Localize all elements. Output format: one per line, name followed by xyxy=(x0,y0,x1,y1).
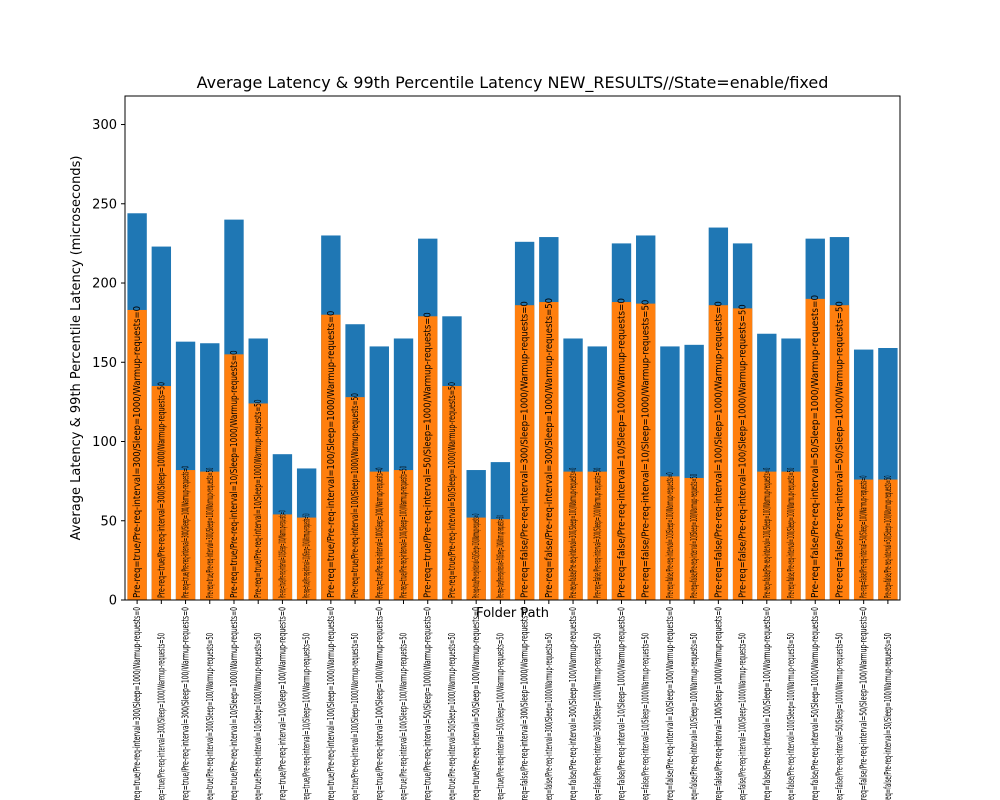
bar-label-9: Pre-req=true/Pre-req-interval=100/Sleep=… xyxy=(350,393,361,598)
y-tick-label-50: 50 xyxy=(100,514,117,529)
x-tick-label-30: Pre-req=false/Pre-req-interval=50/Sleep=… xyxy=(859,607,870,800)
bar-label-27: Pre-req=false/Pre-req-interval=100/Sleep… xyxy=(786,468,797,598)
bar-label-16: Pre-req=false/Pre-req-interval=300/Sleep… xyxy=(520,301,531,598)
x-tick-label-21: Pre-req=false/Pre-req-interval=10/Sleep=… xyxy=(641,633,652,800)
bar-label-20: Pre-req=false/Pre-req-interval=10/Sleep=… xyxy=(616,298,627,598)
bar-label-3: Pre-req=true/Pre-req-interval=300/Sleep=… xyxy=(205,468,216,598)
x-tick-label-19: Pre-req=false/Pre-req-interval=300/Sleep… xyxy=(592,633,603,800)
x-tick-label-18: Pre-req=false/Pre-req-interval=300/Sleep… xyxy=(568,607,579,800)
x-tick-label-31: Pre-req=false/Pre-req-interval=50/Sleep=… xyxy=(883,633,894,800)
y-tick-label-250: 250 xyxy=(92,197,117,212)
x-tick-label-20: Pre-req=false/Pre-req-interval=10/Sleep=… xyxy=(616,607,627,800)
x-tick-label-0: Pre-req=true/Pre-req-interval=300/Sleep=… xyxy=(132,607,143,800)
x-tick-label-5: Pre-req=true/Pre-req-interval=10/Sleep=1… xyxy=(253,633,264,800)
x-tick-label-26: Pre-req=false/Pre-req-interval=100/Sleep… xyxy=(762,607,773,800)
x-tick-label-7: Pre-req=true/Pre-req-interval=10/Sleep=1… xyxy=(302,633,313,800)
bar-label-5: Pre-req=true/Pre-req-interval=10/Sleep=1… xyxy=(253,400,264,599)
x-tick-label-24: Pre-req=false/Pre-req-interval=100/Sleep… xyxy=(713,607,724,800)
x-tick-label-29: Pre-req=false/Pre-req-interval=50/Sleep=… xyxy=(834,633,845,800)
x-tick-label-22: Pre-req=false/Pre-req-interval=10/Sleep=… xyxy=(665,607,676,800)
bar-label-21: Pre-req=false/Pre-req-interval=10/Sleep=… xyxy=(641,300,652,598)
bar-label-0: Pre-req=true/Pre-req-interval=300/Sleep=… xyxy=(132,306,143,598)
y-tick-label-150: 150 xyxy=(92,356,117,371)
bar-label-11: Pre-req=true/Pre-req-interval=100/Sleep=… xyxy=(399,466,410,598)
bar-label-4: Pre-req=true/Pre-req-interval=10/Sleep=1… xyxy=(229,350,240,598)
bar-label-12: Pre-req=true/Pre-req-interval=50/Sleep=1… xyxy=(423,312,434,598)
x-tick-label-9: Pre-req=true/Pre-req-interval=100/Sleep=… xyxy=(350,633,361,800)
bar-label-15: Pre-req=true/Pre-req-interval=50/Sleep=1… xyxy=(495,515,506,598)
x-tick-label-15: Pre-req=true/Pre-req-interval=50/Sleep=1… xyxy=(495,633,506,800)
y-axis-label: Average Latency & 99th Percentile Latenc… xyxy=(69,156,84,541)
bar-label-29: Pre-req=false/Pre-req-interval=50/Sleep=… xyxy=(834,301,845,598)
bar-label-8: Pre-req=true/Pre-req-interval=100/Sleep=… xyxy=(326,311,337,598)
bar-label-17: Pre-req=false/Pre-req-interval=300/Sleep… xyxy=(544,298,555,598)
bar-label-19: Pre-req=false/Pre-req-interval=300/Sleep… xyxy=(592,468,603,598)
x-tick-label-17: Pre-req=false/Pre-req-interval=300/Sleep… xyxy=(544,633,555,800)
y-tick-label-0: 0 xyxy=(109,594,117,609)
x-tick-label-6: Pre-req=true/Pre-req-interval=10/Sleep=1… xyxy=(277,607,288,800)
bar-label-1: Pre-req=true/Pre-req-interval=300/Sleep=… xyxy=(156,382,167,598)
bar-label-30: Pre-req=false/Pre-req-interval=50/Sleep=… xyxy=(859,476,870,599)
x-tick-label-4: Pre-req=true/Pre-req-interval=10/Sleep=1… xyxy=(229,607,240,800)
bar-label-28: Pre-req=false/Pre-req-interval=50/Sleep=… xyxy=(810,295,821,598)
x-tick-label-10: Pre-req=true/Pre-req-interval=100/Sleep=… xyxy=(374,607,385,800)
bar-label-10: Pre-req=true/Pre-req-interval=100/Sleep=… xyxy=(374,468,385,598)
bar-label-31: Pre-req=false/Pre-req-interval=50/Sleep=… xyxy=(883,476,894,599)
x-tick-label-25: Pre-req=false/Pre-req-interval=100/Sleep… xyxy=(738,633,749,800)
y-tick-label-200: 200 xyxy=(92,277,117,292)
x-tick-label-3: Pre-req=true/Pre-req-interval=300/Sleep=… xyxy=(205,633,216,800)
x-tick-label-16: Pre-req=false/Pre-req-interval=300/Sleep… xyxy=(520,607,531,800)
bar-label-6: Pre-req=true/Pre-req-interval=10/Sleep=1… xyxy=(277,510,288,598)
x-tick-label-23: Pre-req=false/Pre-req-interval=10/Sleep=… xyxy=(689,633,700,800)
x-tick-label-28: Pre-req=false/Pre-req-interval=50/Sleep=… xyxy=(810,607,821,800)
y-tick-label-300: 300 xyxy=(92,118,117,133)
bar-label-13: Pre-req=true/Pre-req-interval=50/Sleep=1… xyxy=(447,382,458,598)
bar-label-14: Pre-req=true/Pre-req-interval=50/Sleep=1… xyxy=(471,514,482,598)
bar-label-18: Pre-req=false/Pre-req-interval=300/Sleep… xyxy=(568,468,579,598)
x-tick-label-8: Pre-req=true/Pre-req-interval=100/Sleep=… xyxy=(326,607,337,800)
bar-label-7: Pre-req=true/Pre-req-interval=10/Sleep=1… xyxy=(302,514,313,598)
x-axis-label: Folder Path xyxy=(476,606,549,621)
bar-label-25: Pre-req=false/Pre-req-interval=100/Sleep… xyxy=(738,304,749,598)
bar-label-26: Pre-req=false/Pre-req-interval=100/Sleep… xyxy=(762,468,773,598)
x-tick-label-13: Pre-req=true/Pre-req-interval=50/Sleep=1… xyxy=(447,633,458,800)
bar-label-22: Pre-req=false/Pre-req-interval=10/Sleep=… xyxy=(665,472,676,598)
bar-label-2: Pre-req=true/Pre-req-interval=300/Sleep=… xyxy=(181,466,192,598)
chart-title: Average Latency & 99th Percentile Latenc… xyxy=(197,73,829,93)
x-tick-label-27: Pre-req=false/Pre-req-interval=100/Sleep… xyxy=(786,633,797,800)
x-tick-label-11: Pre-req=true/Pre-req-interval=100/Sleep=… xyxy=(399,633,410,800)
y-tick-label-100: 100 xyxy=(92,435,117,450)
x-tick-label-2: Pre-req=true/Pre-req-interval=300/Sleep=… xyxy=(181,607,192,800)
bar-label-24: Pre-req=false/Pre-req-interval=100/Sleep… xyxy=(713,301,724,598)
x-tick-label-14: Pre-req=true/Pre-req-interval=50/Sleep=1… xyxy=(471,607,482,800)
x-tick-label-1: Pre-req=true/Pre-req-interval=300/Sleep=… xyxy=(156,633,167,800)
x-tick-label-12: Pre-req=true/Pre-req-interval=50/Sleep=1… xyxy=(423,607,434,800)
bar-label-23: Pre-req=false/Pre-req-interval=10/Sleep=… xyxy=(689,474,700,598)
